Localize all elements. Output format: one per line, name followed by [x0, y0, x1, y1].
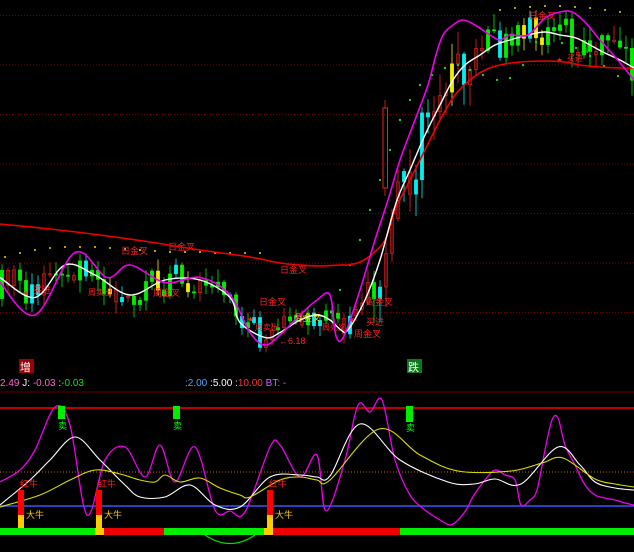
- svg-text:日金叉: 日金叉: [121, 245, 148, 256]
- svg-text:买进: 买进: [366, 317, 384, 327]
- svg-text:日金叉: 日金叉: [259, 296, 286, 307]
- svg-text:增: 增: [20, 360, 31, 374]
- svg-text:2.49 J: -0.03 :-0.03: 2.49 J: -0.03 :-0.03: [0, 378, 84, 389]
- svg-text:周卖出: 周卖出: [88, 287, 112, 297]
- svg-text:周金叉: 周金叉: [153, 287, 180, 298]
- svg-text:大牛: 大牛: [275, 509, 293, 520]
- svg-text::2.00 :5.00 :10.00 BT: -: :2.00 :5.00 :10.00 BT: -: [185, 378, 286, 389]
- svg-text:周卖出: 周卖出: [255, 322, 279, 332]
- svg-text:红牛: 红牛: [20, 478, 38, 489]
- svg-text:红牛: 红牛: [269, 478, 287, 489]
- svg-text:卖: 卖: [406, 423, 415, 433]
- svg-text:周金叉: 周金叉: [366, 296, 393, 307]
- svg-text:红牛: 红牛: [98, 478, 116, 489]
- svg-text:★: ★: [247, 315, 254, 324]
- svg-text:大牛: 大牛: [26, 509, 44, 520]
- svg-text:卖: 卖: [173, 421, 182, 431]
- svg-text:跌: 跌: [408, 360, 419, 374]
- svg-text:买进: 买进: [567, 54, 583, 63]
- svg-text:周金叉: 周金叉: [354, 328, 381, 339]
- svg-text:周: 周: [581, 45, 589, 54]
- svg-text:←6.18: ←6.18: [279, 336, 306, 346]
- svg-text:卖: 卖: [58, 421, 67, 431]
- svg-text:大牛: 大牛: [104, 509, 122, 520]
